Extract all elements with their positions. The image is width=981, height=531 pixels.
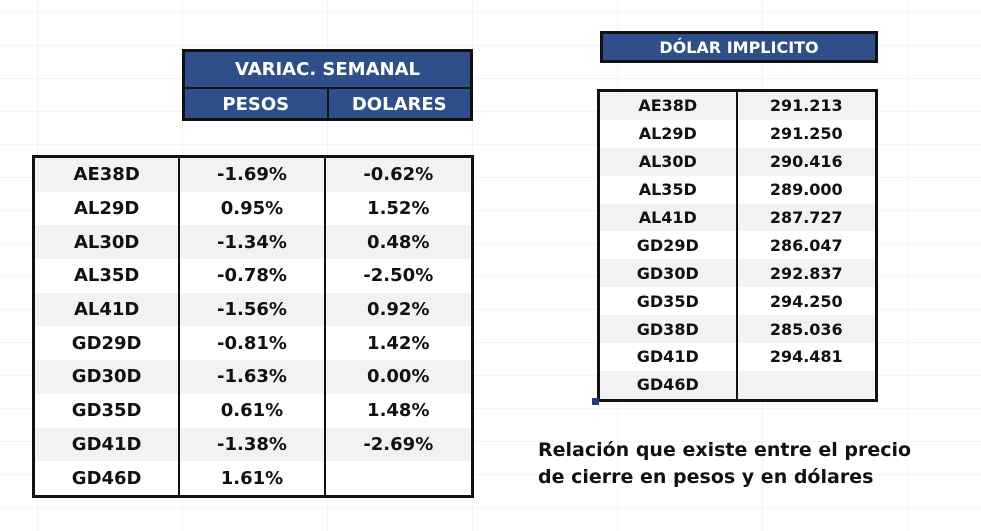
column-header-dolares: DOLARES bbox=[351, 94, 447, 115]
table-row: GD35D 0.61% 1.48% bbox=[35, 393, 471, 428]
ticker-cell: GD38D bbox=[600, 315, 738, 344]
table-row: AL41D 287.727 bbox=[600, 203, 875, 232]
ticker-cell: GD41D bbox=[600, 343, 738, 371]
ticker-cell: GD46D bbox=[35, 461, 181, 495]
dolares-cell: 0.92% bbox=[367, 299, 430, 321]
ticker-cell: AL30D bbox=[35, 225, 181, 260]
ticker-cell: GD29D bbox=[35, 326, 181, 361]
table-row: GD35D 294.250 bbox=[600, 287, 875, 316]
table-row: AL41D -1.56% 0.92% bbox=[35, 292, 471, 327]
pesos-cell: -0.81% bbox=[180, 326, 326, 361]
implicit-dollar-cell bbox=[738, 371, 876, 399]
ticker-cell: AL41D bbox=[35, 292, 181, 327]
dolares-cell: -2.50% bbox=[363, 265, 434, 287]
table-row: AL35D -0.78% -2.50% bbox=[35, 259, 471, 293]
pesos-cell: -1.63% bbox=[180, 360, 326, 394]
ticker-cell: GD46D bbox=[600, 370, 738, 399]
dolares-cell bbox=[326, 461, 471, 495]
ticker-cell: AL35D bbox=[35, 259, 181, 293]
implicit-dollar-table: AE38D 291.213 AL29D 291.250 AL30D 290.416 AL35… bbox=[597, 89, 878, 402]
column-header-pesos: PESOS bbox=[185, 89, 329, 120]
ticker-cell: AL29D bbox=[600, 119, 738, 148]
implicit-dollar-title: DÓLAR IMPLICITO bbox=[600, 31, 878, 63]
pesos-cell: -1.34% bbox=[180, 225, 326, 260]
pesos-cell: -0.78% bbox=[180, 259, 326, 293]
implicit-dollar-cell: 294.481 bbox=[769, 347, 843, 367]
table-row: GD41D -1.38% -2.69% bbox=[35, 427, 471, 462]
table-row: AL29D 0.95% 1.52% bbox=[35, 191, 471, 226]
implicit-dollar-cell: 287.727 bbox=[769, 208, 843, 227]
pesos-cell: -1.56% bbox=[180, 292, 326, 327]
implicit-dollar-cell: 294.250 bbox=[769, 291, 843, 311]
implicit-dollar-cell: 291.213 bbox=[769, 96, 843, 116]
explanatory-note: Relación que existe entre el precio de c… bbox=[538, 437, 968, 491]
ticker-cell: GD35D bbox=[35, 393, 181, 428]
pesos-cell: -1.38% bbox=[180, 427, 326, 462]
table-row: GD46D bbox=[600, 370, 876, 399]
dolares-cell: -0.62% bbox=[363, 164, 434, 186]
table-row: AE38D -1.69% -0.62% bbox=[35, 158, 471, 192]
table-row: GD46D 1.61% bbox=[35, 461, 471, 495]
table-row: GD29D -0.81% 1.42% bbox=[35, 326, 471, 361]
dolares-cell: 0.00% bbox=[367, 366, 430, 388]
ticker-cell: GD29D bbox=[600, 231, 738, 260]
weekly-variation-header: VARIAC. SEMANAL PESOS DOLARES bbox=[182, 49, 473, 121]
implicit-dollar-cell: 285.036 bbox=[769, 319, 843, 339]
table-row: GD38D 285.036 bbox=[600, 315, 875, 344]
pesos-cell: 1.61% bbox=[180, 461, 326, 495]
implicit-dollar-cell: 291.250 bbox=[769, 124, 843, 144]
dolares-cell: -2.69% bbox=[363, 433, 434, 455]
implicit-dollar-cell: 286.047 bbox=[769, 235, 843, 255]
dolares-cell: 1.52% bbox=[367, 198, 430, 220]
dolares-cell: 1.48% bbox=[367, 400, 430, 422]
table-row: AL30D 290.416 bbox=[600, 147, 875, 176]
table-row: GD30D 292.837 bbox=[600, 259, 875, 288]
table-row: AL29D 291.250 bbox=[600, 119, 875, 148]
ticker-cell: AL35D bbox=[600, 175, 738, 204]
ticker-cell: AE38D bbox=[600, 92, 738, 120]
weekly-variation-table: AE38D -1.69% -0.62% AL29D 0.95% 1.52% AL30D -1.… bbox=[32, 155, 474, 498]
ticker-cell: GD30D bbox=[600, 259, 738, 288]
ticker-cell: AE38D bbox=[35, 158, 181, 192]
ticker-cell: GD35D bbox=[600, 287, 738, 316]
implicit-dollar-cell: 290.416 bbox=[769, 152, 843, 172]
implicit-dollar-cell: 292.837 bbox=[769, 263, 843, 283]
note-line-2: de cierre en pesos y en dólares bbox=[538, 466, 874, 488]
implicit-dollar-cell: 289.000 bbox=[769, 180, 843, 200]
ticker-cell: AL30D bbox=[600, 147, 738, 176]
table-row: AL30D -1.34% 0.48% bbox=[35, 225, 471, 260]
pesos-cell: 0.95% bbox=[180, 191, 326, 226]
table-row: GD41D 294.481 bbox=[600, 343, 875, 371]
ticker-cell: AL41D bbox=[600, 203, 738, 232]
note-line-1: Relación que existe entre el precio bbox=[538, 439, 912, 461]
table-row: GD29D 286.047 bbox=[600, 231, 875, 260]
pesos-cell: 0.61% bbox=[180, 393, 326, 428]
table-row: GD30D -1.63% 0.00% bbox=[35, 360, 471, 394]
dolares-cell: 0.48% bbox=[367, 231, 430, 253]
weekly-variation-title: VARIAC. SEMANAL bbox=[185, 52, 470, 89]
table-row: AL35D 289.000 bbox=[600, 175, 875, 204]
pesos-cell: -1.69% bbox=[180, 158, 326, 192]
ticker-cell: GD41D bbox=[35, 427, 181, 462]
table-row: AE38D 291.213 bbox=[600, 92, 875, 120]
ticker-cell: AL29D bbox=[35, 191, 181, 226]
cell-selection-handle[interactable] bbox=[592, 398, 599, 405]
ticker-cell: GD30D bbox=[35, 360, 181, 394]
dolares-cell: 1.42% bbox=[367, 332, 430, 354]
